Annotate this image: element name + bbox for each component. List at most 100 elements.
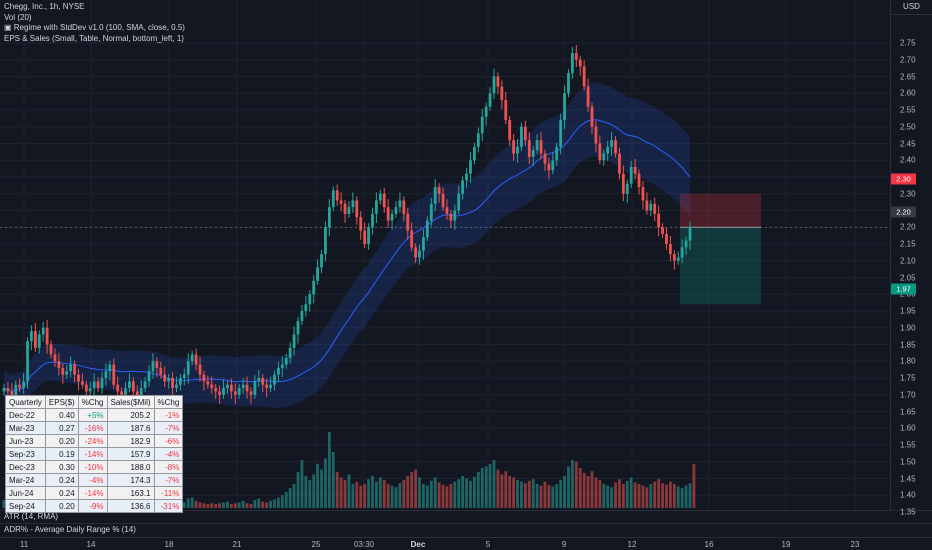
eps-table-cell: -16% <box>77 421 108 435</box>
volume-bar <box>233 503 237 508</box>
eps-table-cell: -4% <box>77 473 108 487</box>
volume-bar <box>355 481 359 508</box>
candle-body <box>414 247 417 258</box>
candle-body <box>269 384 272 389</box>
volume-bar <box>680 488 684 508</box>
candle-body <box>551 160 555 171</box>
price-tick: 2.45 <box>900 139 916 148</box>
candle-body <box>625 183 629 194</box>
currency-label[interactable]: USD <box>891 0 932 15</box>
candle-body <box>645 200 649 211</box>
eps-table-cell: Jun-24 <box>5 486 46 500</box>
volume-bar <box>316 464 319 508</box>
candle-body <box>531 150 535 157</box>
eps-table-cell: 187.6 <box>106 421 155 435</box>
candle-body <box>179 378 182 385</box>
time-tick: 12 <box>627 540 637 549</box>
candle-body <box>637 173 641 188</box>
candle-body <box>30 331 33 342</box>
eps-table-cell: -7% <box>153 473 184 487</box>
candle-body <box>249 391 253 395</box>
volume-bar <box>653 481 657 508</box>
price-tick: 2.60 <box>900 88 916 98</box>
atr-pane-label[interactable]: ATR (14, RMA) <box>4 512 59 521</box>
candle-body <box>555 146 559 161</box>
time-tick: Dec <box>410 540 426 549</box>
eps-table-row: Dec-22 0.40 +5% 205.2 -1% <box>5 408 184 422</box>
candle-body <box>273 374 276 385</box>
legend-symbol[interactable]: Chegg, Inc., 1h, NYSE <box>4 2 85 11</box>
volume-bar <box>473 476 476 508</box>
candle-body <box>508 120 512 141</box>
volume-bar <box>288 488 292 508</box>
volume-bar <box>312 474 316 508</box>
volume-bar <box>284 492 288 508</box>
legend-volume[interactable]: Vol (20) <box>4 12 32 22</box>
price-axis[interactable]: 2.752.702.652.602.552.502.452.402.352.30… <box>890 0 932 517</box>
legend-eps-sales[interactable]: EPS & Sales (Small, Table, Normal, botto… <box>4 33 184 43</box>
eps-table-cell: -9% <box>77 499 108 513</box>
volume-bar <box>571 460 574 508</box>
eps-table-cell: Sep-24 <box>5 499 46 513</box>
volume-bar <box>453 481 457 508</box>
candle-body <box>476 133 480 147</box>
stop-price-label: 1.97 <box>891 283 916 295</box>
price-chart[interactable] <box>0 0 890 510</box>
candle-body <box>49 344 53 355</box>
chart-area[interactable] <box>0 0 890 510</box>
candle-body <box>88 388 92 392</box>
volume-bar <box>637 484 641 508</box>
eps-table-cell: 0.30 <box>44 460 79 474</box>
volume-bar <box>335 472 339 508</box>
eps-table-cell: Mar-23 <box>5 421 46 435</box>
volume-bar <box>672 484 676 508</box>
candle-body <box>586 86 590 107</box>
candle-body <box>669 244 672 255</box>
volume-bar <box>390 485 394 508</box>
candle-body <box>641 187 645 201</box>
eps-table-row: Mar-24 0.24 -4% 174.3 -7% <box>5 473 184 487</box>
time-axis[interactable]: 11 14 18 21 25 03:30 Dec 5 9 12 16 19 23 <box>0 538 890 550</box>
volume-bar <box>206 504 210 508</box>
volume-bar <box>398 483 402 508</box>
candle-body <box>175 384 178 389</box>
candle-body <box>398 200 402 208</box>
eps-table-header: EPS($) <box>44 395 79 409</box>
candle-body <box>65 371 69 375</box>
candle-body <box>245 384 249 392</box>
volume-bar <box>692 464 696 508</box>
eps-table-cell: 205.2 <box>106 408 155 422</box>
candle-body <box>96 381 100 389</box>
volume-bar <box>359 485 363 508</box>
eps-table-header: Sales($Mil) <box>106 395 155 409</box>
volume-bar <box>441 484 445 508</box>
eps-table-cell: -31% <box>153 499 184 513</box>
volume-bar <box>210 503 214 508</box>
candle-body <box>539 140 543 154</box>
volume-bar <box>292 484 296 508</box>
candle-body <box>343 203 347 214</box>
volume-bar <box>182 502 186 508</box>
legend-regime[interactable]: ▣ Regime with StdDev v1.0 (100, SMA, clo… <box>4 23 185 32</box>
time-tick: 03:30 <box>353 540 375 549</box>
time-tick: 23 <box>850 540 860 549</box>
volume-bar <box>523 483 527 508</box>
volume-bar <box>590 471 594 508</box>
price-tick: 1.45 <box>900 474 916 483</box>
candle-body <box>92 381 96 389</box>
eps-table-cell: 0.40 <box>44 408 79 422</box>
candle-body <box>457 193 461 211</box>
candle-body <box>355 200 359 218</box>
volume-bar <box>469 480 472 508</box>
price-tick: 1.90 <box>900 323 916 333</box>
adr-pane-label[interactable]: ADR% - Average Daily Range % (14) <box>4 525 136 534</box>
price-tick: 2.55 <box>900 105 916 115</box>
volume-bar <box>614 482 617 508</box>
candle-body <box>45 327 49 345</box>
candle-body <box>253 381 257 395</box>
eps-table-cell: -1% <box>153 408 184 422</box>
volume-bar <box>621 484 625 508</box>
volume-bar <box>363 484 367 508</box>
volume-bar <box>237 502 241 508</box>
volume-bar <box>606 485 610 508</box>
